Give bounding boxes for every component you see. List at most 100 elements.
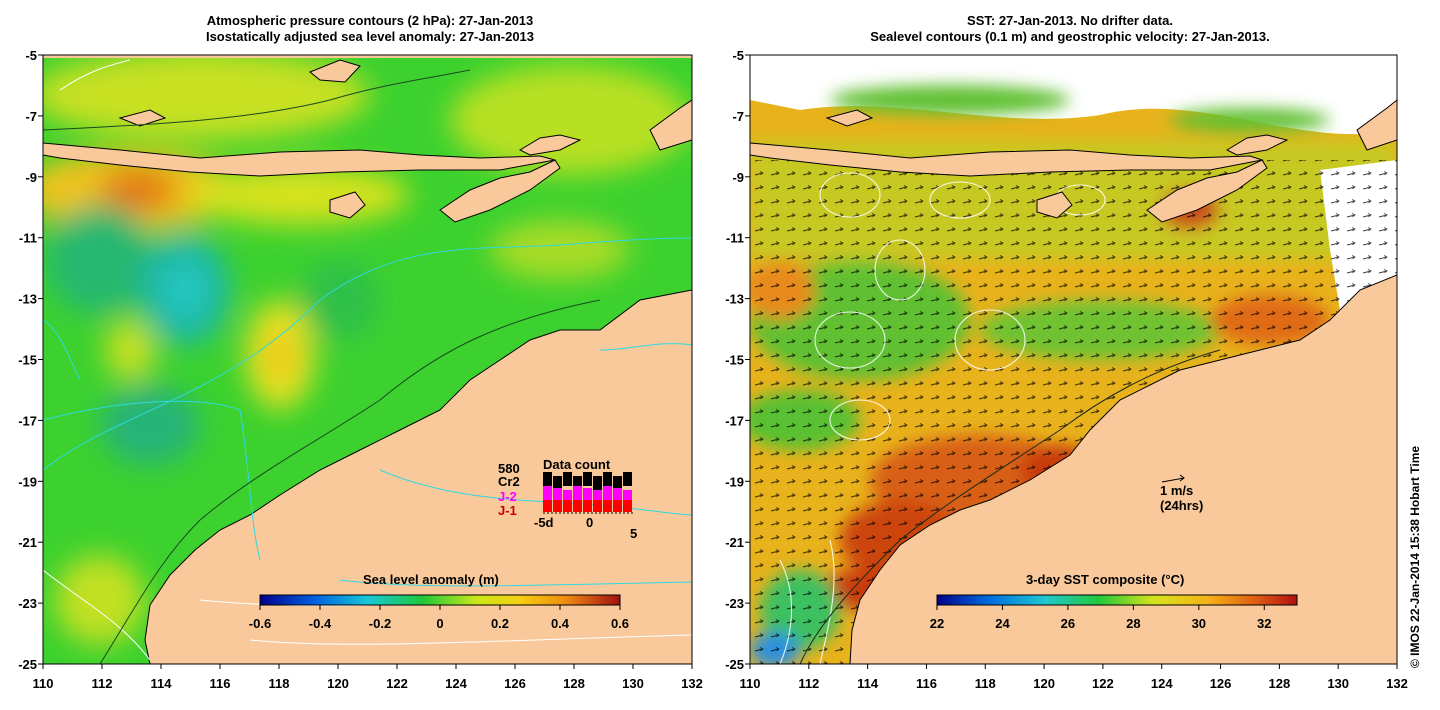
data-count-bar-other xyxy=(623,472,632,486)
data-count-bar-j2 xyxy=(623,490,632,504)
left-lon-label: 128 xyxy=(563,676,585,691)
left-pressure-contours xyxy=(43,59,692,661)
data-count-bar-other xyxy=(543,472,552,486)
data-count-bar-j2 xyxy=(613,488,622,502)
left-lon-label: 122 xyxy=(386,676,408,691)
left-lon-label: 120 xyxy=(327,676,349,691)
data-count-bar-other xyxy=(593,476,602,490)
data-count-j2: J-2 xyxy=(498,489,517,504)
right-lat-label: -19 xyxy=(725,474,744,489)
right-title-line2: Sealevel contours (0.1 m) and geostrophi… xyxy=(870,29,1270,44)
data-count-j1: J-1 xyxy=(498,503,517,518)
sla-colorbar: Sea level anomaly (m) -0.6 -0.4 -0.2 0 0.2 0.… xyxy=(249,572,629,631)
left-lon-label: 126 xyxy=(504,676,526,691)
right-lat-label: -9 xyxy=(732,170,744,185)
velocity-scale-label: 1 m/s xyxy=(1160,483,1193,498)
right-lat-label: -7 xyxy=(732,109,744,124)
left-lat-label: -11 xyxy=(19,231,37,246)
left-panel-title: Atmospheric pressure contours (2 hPa): 2… xyxy=(120,13,620,45)
left-lat-label: -9 xyxy=(25,170,37,185)
right-land xyxy=(750,99,1397,664)
data-count-bar-j1 xyxy=(553,500,562,512)
sst-colorbar-ramp xyxy=(936,594,1298,606)
data-count-bar-other xyxy=(613,476,622,490)
data-count-bar-j1 xyxy=(573,500,582,512)
data-count-title: Data count xyxy=(543,457,611,472)
sla-colorbar-label: 0.4 xyxy=(551,616,570,631)
left-lon-label: 110 xyxy=(33,676,54,691)
right-lat-label: -11 xyxy=(726,231,744,246)
left-lat-label: -5 xyxy=(25,48,37,63)
left-lat-label: -21 xyxy=(18,535,37,550)
right-panel-title: SST: 27-Jan-2013. No drifter data. Seale… xyxy=(820,13,1320,45)
right-lon-label: 128 xyxy=(1269,676,1291,691)
right-title-line1: SST: 27-Jan-2013. No drifter data. xyxy=(967,13,1173,28)
right-lat-label: -5 xyxy=(732,48,744,63)
right-map xyxy=(750,55,1397,664)
left-lat-label: -13 xyxy=(18,292,37,307)
right-lon-label: 130 xyxy=(1327,676,1349,691)
data-count-axis-mid: 0 xyxy=(586,515,593,530)
sla-colorbar-label: -0.2 xyxy=(369,616,391,631)
left-lat-label: -15 xyxy=(18,353,37,368)
left-lon-label: 114 xyxy=(151,676,173,691)
data-count-580: 580 xyxy=(498,461,520,476)
right-lat-label: -23 xyxy=(725,596,744,611)
axis-ticks: 110 112 114 116 118 120 122 124 126 128 130 132 -5 -7… xyxy=(18,48,1408,691)
sst-colorbar: 3-day SST composite (°C) 22 24 26 28 30 32 xyxy=(930,572,1298,631)
sla-colorbar-label: -0.6 xyxy=(249,616,271,631)
data-count-bar-j2 xyxy=(603,486,612,500)
left-map xyxy=(43,55,692,664)
data-count-bar-j2 xyxy=(573,486,582,500)
sla-colorbar-label: 0.2 xyxy=(491,616,509,631)
left-lon-label: 118 xyxy=(269,676,290,691)
right-lat-label: -25 xyxy=(725,657,744,672)
left-lon-label: 112 xyxy=(92,676,113,691)
right-lat-label: -21 xyxy=(725,535,744,550)
right-lon-label: 124 xyxy=(1151,676,1173,691)
data-count-bar-other xyxy=(563,472,572,486)
data-count-bar-j2 xyxy=(543,486,552,500)
left-land xyxy=(43,55,692,664)
sla-colorbar-title: Sea level anomaly (m) xyxy=(363,572,499,587)
velocity-scale: 1 m/s (24hrs) xyxy=(1160,474,1203,513)
data-count-bar-j2 xyxy=(563,490,572,504)
right-lon-label: 114 xyxy=(857,676,879,691)
left-lat-label: -23 xyxy=(18,596,37,611)
left-shelf-line xyxy=(99,299,601,664)
right-lon-label: 122 xyxy=(1092,676,1114,691)
right-lon-label: 118 xyxy=(975,676,996,691)
data-count-bar-other xyxy=(603,472,612,486)
data-count-axis-start: -5d xyxy=(534,515,554,530)
sst-colorbar-title: 3-day SST composite (°C) xyxy=(1026,572,1184,587)
sealevel-contours xyxy=(779,172,1106,664)
data-count-bar-other xyxy=(553,476,562,490)
data-count-bar-j1 xyxy=(563,500,572,512)
right-lon-label: 132 xyxy=(1386,676,1408,691)
data-count-bar-j1 xyxy=(543,500,552,512)
sst-colorbar-label: 32 xyxy=(1257,616,1271,631)
data-count-bar-j1 xyxy=(593,500,602,512)
velocity-scale-sublabel: (24hrs) xyxy=(1160,498,1203,513)
data-count-axis-end: 5 xyxy=(630,526,637,541)
data-count-bar-j1 xyxy=(623,500,632,512)
data-count-bar-j1 xyxy=(583,500,592,512)
right-lon-label: 112 xyxy=(798,676,819,691)
left-lat-label: -17 xyxy=(18,413,37,428)
right-lat-label: -13 xyxy=(725,292,744,307)
left-lon-label: 130 xyxy=(622,676,644,691)
data-count-bar-j2 xyxy=(553,488,562,502)
right-lon-label: 116 xyxy=(916,676,937,691)
left-title-line1: Atmospheric pressure contours (2 hPa): 2… xyxy=(206,13,534,28)
sst-colorbar-label: 28 xyxy=(1126,616,1140,631)
sst-colorbar-label: 24 xyxy=(995,616,1010,631)
right-lat-label: -17 xyxy=(725,413,744,428)
data-count-bar-other xyxy=(573,476,582,490)
left-title-line2: Isostatically adjusted sea level anomaly… xyxy=(205,29,535,44)
right-shelf-line xyxy=(799,349,1221,664)
right-lon-label: 120 xyxy=(1033,676,1055,691)
left-contour-dark xyxy=(43,69,471,131)
left-lat-label: -7 xyxy=(25,109,37,124)
left-lon-label: 116 xyxy=(210,676,231,691)
sst-colorbar-label: 30 xyxy=(1192,616,1206,631)
